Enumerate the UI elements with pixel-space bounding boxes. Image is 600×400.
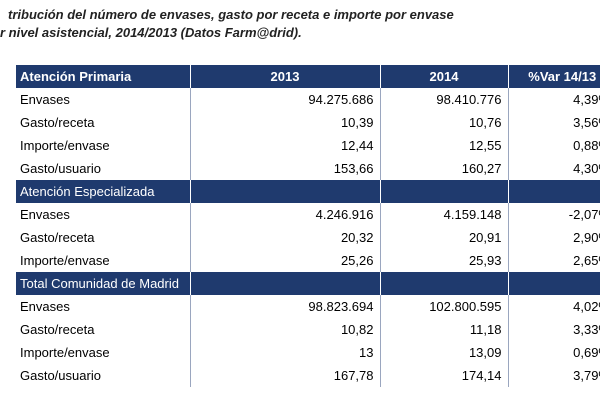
value-cell: 25,26 <box>189 249 380 272</box>
value-cell: 4.246.916 <box>189 203 380 226</box>
section-header-cell <box>507 272 600 295</box>
value-cell: 3,79% <box>507 364 600 387</box>
value-cell: 0,88% <box>507 134 600 157</box>
row-label: Gasto/receta <box>20 115 95 130</box>
value-cell: 0,69% <box>507 341 600 364</box>
section-header-cell <box>379 272 508 295</box>
column-header: 2013 <box>189 65 380 88</box>
section-header: Atención Especializada <box>16 180 600 203</box>
section-title: Atención Primaria <box>16 65 190 88</box>
value-cell: 10,82 <box>189 318 380 341</box>
value-cell: 174,14 <box>379 364 508 387</box>
row-label: Gasto/receta <box>20 230 95 245</box>
value-cell: 3,56% <box>507 111 600 134</box>
row-label: Envases <box>20 92 70 107</box>
section-title: Atención Especializada <box>16 180 190 203</box>
value-cell: 12,55 <box>379 134 508 157</box>
row-label: Gasto/usuario <box>20 161 101 176</box>
value-cell: 11,18 <box>379 318 508 341</box>
row-label: Envases <box>20 299 70 314</box>
value-cell: 4,02% <box>507 295 600 318</box>
value-cell: 13 <box>189 341 380 364</box>
data-table: Atención Primaria 2013 2014 %Var 14/13 Envas… <box>16 65 600 387</box>
section-header: Atención Primaria 2013 2014 %Var 14/13 <box>16 65 600 88</box>
table-caption: tribución del número de envases, gasto p… <box>0 6 600 42</box>
row-label: Envases <box>20 207 70 222</box>
value-cell: 25,93 <box>379 249 508 272</box>
value-cell: 160,27 <box>379 157 508 180</box>
caption-line-2: r nivel asistencial, 2014/2013 (Datos Fa… <box>0 25 302 40</box>
value-cell: 20,32 <box>189 226 380 249</box>
row-label: Importe/envase <box>20 253 110 268</box>
section-header-cell <box>379 180 508 203</box>
value-cell: 2,65% <box>507 249 600 272</box>
value-cell: 3,33% <box>507 318 600 341</box>
value-cell: 4,30% <box>507 157 600 180</box>
value-cell: 10,76 <box>379 111 508 134</box>
row-label: Importe/envase <box>20 345 110 360</box>
value-cell: 102.800.595 <box>379 295 508 318</box>
section-header-cell <box>189 180 380 203</box>
row-label: Gasto/receta <box>20 322 95 337</box>
column-header: 2014 <box>379 65 508 88</box>
row-label: Importe/envase <box>20 138 110 153</box>
value-cell: 10,39 <box>189 111 380 134</box>
caption-line-1: tribución del número de envases, gasto p… <box>8 7 454 22</box>
value-cell: 167,78 <box>189 364 380 387</box>
value-cell: 98.410.776 <box>379 88 508 111</box>
value-cell: 13,09 <box>379 341 508 364</box>
section-title: Total Comunidad de Madrid <box>16 272 190 295</box>
value-cell: 4.159.148 <box>379 203 508 226</box>
value-cell: 2,90% <box>507 226 600 249</box>
value-cell: 94.275.686 <box>189 88 380 111</box>
column-header: %Var 14/13 <box>507 65 600 88</box>
value-cell: 20,91 <box>379 226 508 249</box>
value-cell: -2,07% <box>507 203 600 226</box>
value-cell: 153,66 <box>189 157 380 180</box>
value-cell: 98.823.694 <box>189 295 380 318</box>
value-cell: 12,44 <box>189 134 380 157</box>
value-cell: 4,39% <box>507 88 600 111</box>
section-header-cell <box>507 180 600 203</box>
section-header: Total Comunidad de Madrid <box>16 272 600 295</box>
section-header-cell <box>189 272 380 295</box>
row-label: Gasto/usuario <box>20 368 101 383</box>
